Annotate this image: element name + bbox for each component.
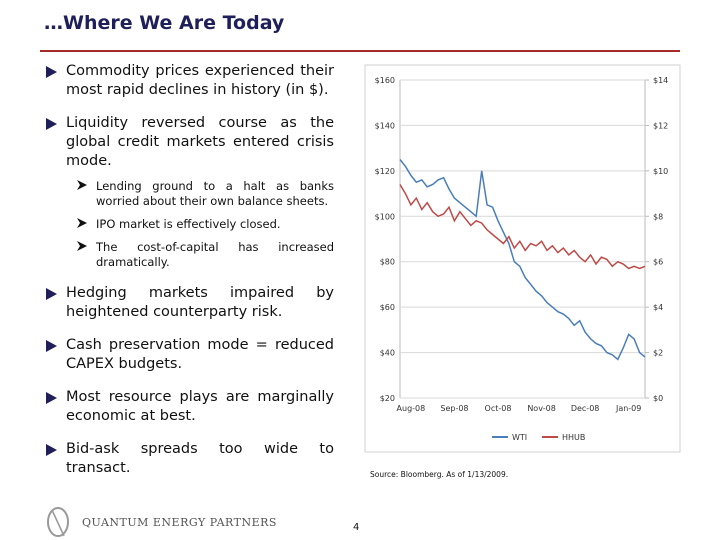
bullet-marker: [46, 287, 58, 306]
y-tick-label: $40: [380, 349, 395, 358]
y2-tick-label: $0: [653, 394, 663, 403]
bullet: Bid-ask spreads too wide to transact.: [44, 440, 334, 478]
bullet: Hedging markets impaired by heightened c…: [44, 284, 334, 322]
page-number: 4: [353, 522, 360, 533]
footer-logo: QUANTUM ENERGY PARTNERS: [82, 516, 277, 529]
bullet: Cash preservation mode = reduced CAPEX b…: [44, 336, 334, 374]
x-tick-label: Jan-09: [615, 404, 641, 413]
sub-bullet-marker: [76, 217, 88, 233]
legend-label: WTI: [512, 433, 527, 442]
y2-tick-label: $12: [653, 121, 668, 130]
sub-bullet: Lending ground to a halt as banks worrie…: [44, 179, 334, 209]
series-line: [399, 184, 646, 270]
x-tick-label: Sep-08: [440, 404, 468, 413]
sub-bullet-marker: [76, 240, 88, 256]
title-rule: [40, 50, 680, 52]
sub-bullet: IPO market is effectively closed.: [44, 217, 334, 232]
y2-tick-label: $10: [653, 167, 668, 176]
sub-bullet-text: The cost-of-capital has increased dramat…: [96, 240, 334, 269]
y-tick-label: $80: [380, 258, 395, 267]
y2-tick-label: $14: [653, 76, 668, 85]
source-note: Source: Bloomberg. As of 1/13/2009.: [370, 470, 509, 479]
sub-bullet-marker: [76, 179, 88, 195]
logo-mark: [47, 507, 69, 537]
slide-title: …Where We Are Today: [44, 12, 285, 34]
sub-bullet: The cost-of-capital has increased dramat…: [44, 240, 334, 270]
bullet: Commodity prices experienced their most …: [44, 62, 334, 100]
x-tick-label: Oct-08: [485, 404, 512, 413]
sub-bullet-text: Lending ground to a halt as banks worrie…: [96, 179, 334, 208]
legend-label: HHUB: [562, 433, 585, 442]
y-tick-label: $20: [380, 394, 395, 403]
bullet-text: Most resource plays are marginally econo…: [66, 389, 334, 424]
bullet-text: Cash preservation mode = reduced CAPEX b…: [66, 337, 334, 372]
bullet-marker: [46, 391, 58, 410]
bullet-text: Commodity prices experienced their most …: [66, 63, 334, 98]
y2-tick-label: $6: [653, 258, 663, 267]
chart-frame: [364, 64, 681, 453]
bullet-list: Commodity prices experienced their most …: [44, 62, 334, 492]
y-tick-label: $60: [380, 303, 395, 312]
bullet: Most resource plays are marginally econo…: [44, 388, 334, 426]
bullet-text: Bid-ask spreads too wide to transact.: [66, 441, 334, 476]
bullet-marker: [46, 117, 58, 136]
y2-tick-label: $4: [653, 303, 663, 312]
y-tick-label: $100: [375, 212, 395, 221]
bullet-marker: [46, 65, 58, 84]
bullet-marker: [46, 443, 58, 462]
sub-bullet-text: IPO market is effectively closed.: [96, 217, 281, 231]
x-tick-label: Nov-08: [527, 404, 555, 413]
series-line: [399, 159, 646, 361]
bullet: Liquidity reversed course as the global …: [44, 114, 334, 171]
y2-tick-label: $2: [653, 349, 663, 358]
y-tick-label: $140: [375, 121, 395, 130]
x-tick-label: Dec-08: [571, 404, 600, 413]
bullet-text: Hedging markets impaired by heightened c…: [66, 285, 334, 320]
y2-tick-label: $8: [653, 212, 663, 221]
bullet-marker: [46, 339, 58, 358]
logo-mark: [51, 509, 65, 537]
bullet-text: Liquidity reversed course as the global …: [66, 115, 334, 169]
y-tick-label: $120: [375, 167, 395, 176]
y-tick-label: $160: [375, 76, 395, 85]
x-tick-label: Aug-08: [397, 404, 426, 413]
